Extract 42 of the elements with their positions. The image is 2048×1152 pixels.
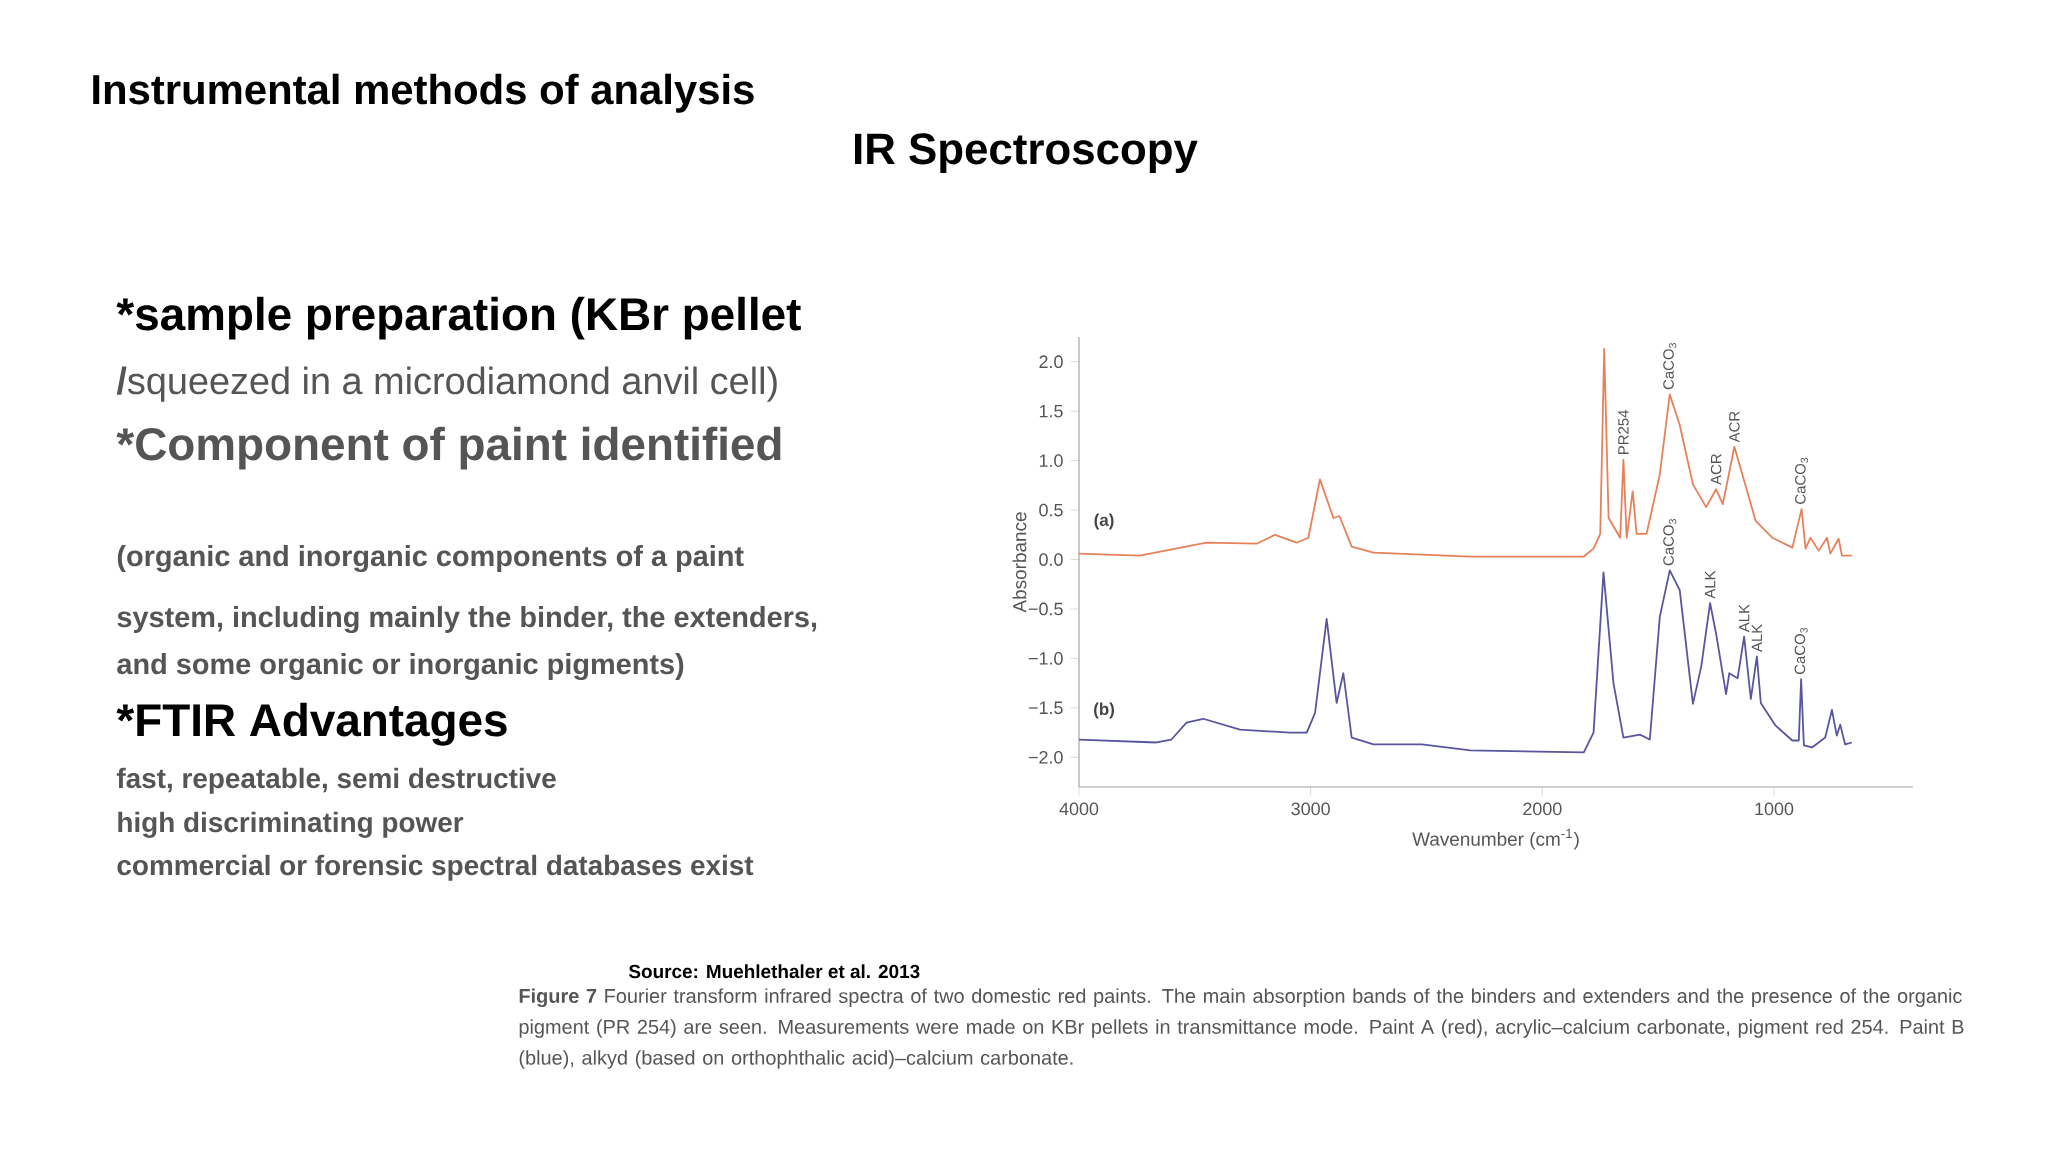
source-note: Source: Muehlethaler et al. 2013	[628, 964, 920, 979]
y-tick-label: 1.5	[1039, 404, 1063, 418]
annotation: CaCO$_{3}$	[1663, 519, 1677, 566]
annotation: CaCO$_{3}$	[1794, 627, 1808, 675]
annotation: ACR	[1710, 454, 1722, 485]
y-tick-label: −1.0	[1028, 652, 1063, 665]
annotation: (a)	[1094, 513, 1114, 530]
y-tick-label: −1.5	[1028, 701, 1063, 715]
y-tick-label: 0.0	[1039, 553, 1063, 566]
y-tick-label: 2.0	[1039, 355, 1063, 369]
text: *sample preparation (KBr pellet	[116, 296, 801, 340]
text: fast, repeatable, semi destructive	[116, 767, 556, 794]
y-axis-title: Absorbance	[1012, 512, 1027, 613]
text: commercial or forensic spectral databases exist	[117, 854, 754, 881]
chart-subtitle: IR Spectroscopy	[854, 133, 1198, 174]
line-series	[1078, 569, 1853, 754]
text: *FTIR Advantages	[116, 702, 507, 746]
text: Figure 7 Fourier transform infrared spectra of two domestic red paints. The main absorption bands of the binders and extenders and the presence of the organic pigment (PR 254) are seen. Measurements were made on KBr pellets in transmittance mode. Paint A (red), acrylic–calcium carbonate, pigment red 254. Paint B (blue), alkyd (based on orthophthalic acid)–calcium carbonate.	[519, 988, 1964, 1069]
text: system, including mainly the binder, the extenders,	[117, 606, 817, 634]
annotation: ACR	[1729, 411, 1740, 443]
y-tick-label: 0.5	[1039, 503, 1063, 517]
annotation: CaCO$_{3}$	[1663, 343, 1677, 390]
annotation: PR254	[1618, 409, 1629, 455]
x-tick-label: 2000	[1523, 802, 1562, 816]
annotation: ALK	[1704, 570, 1716, 599]
text: high discriminating power	[118, 811, 464, 838]
y-tick-label: −0.5	[1028, 602, 1063, 616]
y-tick-label: 1.0	[1039, 454, 1063, 467]
y-tick-label: −2.0	[1028, 750, 1063, 764]
x-tick-label: 4000	[1059, 802, 1099, 816]
x-tick-label: 1000	[1755, 802, 1794, 816]
text: /squeezed in a microdiamond anvil cell)	[116, 366, 777, 402]
text: *Component of paint identified	[116, 426, 781, 470]
annotation: CaCO$_{3}$	[1795, 457, 1809, 504]
text: Instrumental methods of analysis	[93, 73, 754, 113]
annotation: ALK	[1751, 623, 1763, 653]
annotation: ALK	[1738, 604, 1750, 633]
x-tick-label: 3000	[1291, 802, 1330, 816]
text: (organic and inorganic components of a paint	[117, 545, 744, 573]
annotation: (b)	[1094, 702, 1114, 719]
text: and some organic or inorganic pigments)	[117, 653, 684, 681]
x-axis-title: Wavenumber (cm$^{-1}$)	[1412, 828, 1579, 850]
